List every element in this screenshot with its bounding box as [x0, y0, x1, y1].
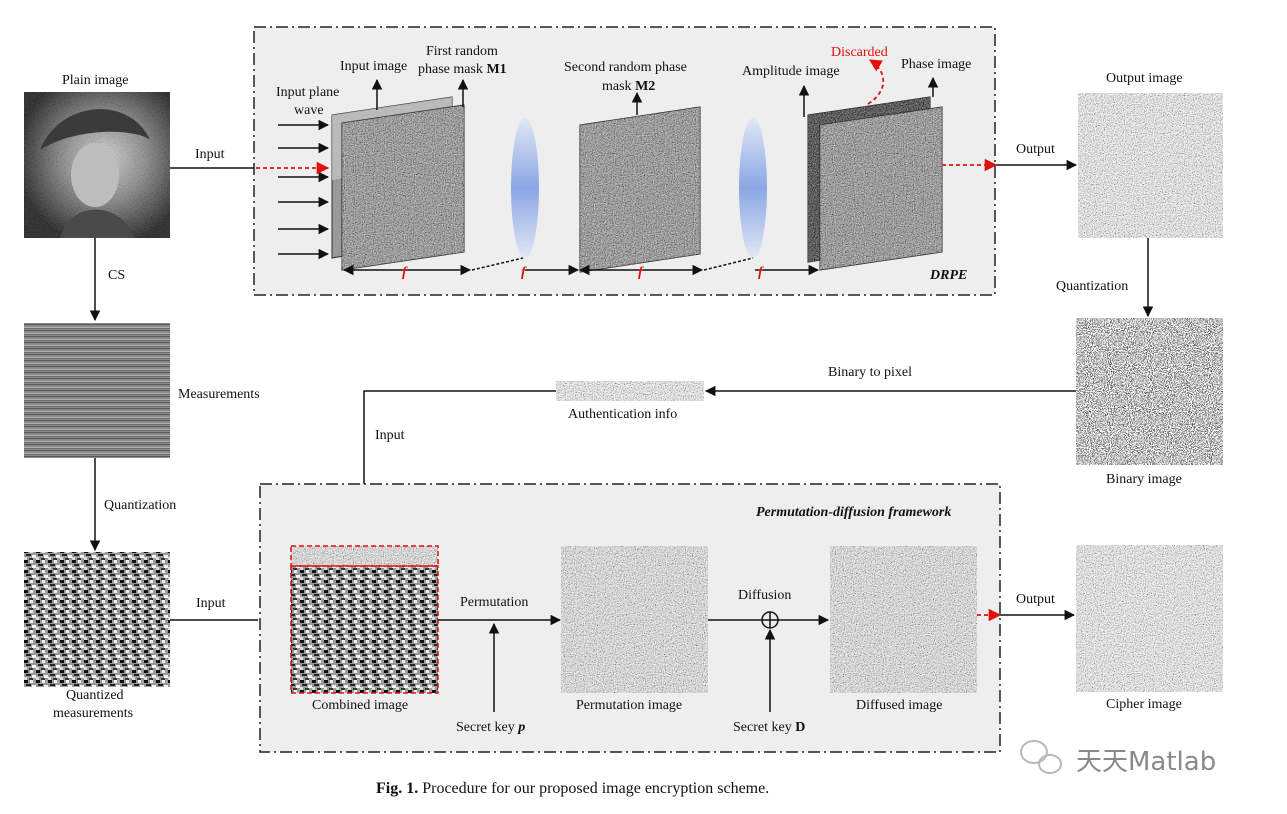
cipher-image	[1076, 545, 1223, 692]
input-image-label: Input image	[340, 59, 407, 74]
measurements-label: Measurements	[178, 387, 260, 402]
cipher-image-label: Cipher image	[1106, 697, 1182, 712]
lens-2	[739, 118, 767, 258]
quantized-measurements-image	[24, 552, 170, 687]
cs-label: CS	[108, 268, 125, 283]
quantization-right-label: Quantization	[1056, 279, 1128, 294]
lens-1	[511, 118, 539, 258]
authentication-info-label: Authentication info	[568, 407, 677, 422]
quantized-measurements-label: Quantized	[66, 688, 124, 703]
input-top-label: Input	[195, 147, 225, 162]
figure-caption: Fig. 1. Procedure for our proposed image…	[376, 780, 769, 797]
output-bottom-label: Output	[1016, 592, 1055, 607]
pd-title: Permutation-diffusion framework	[756, 505, 951, 520]
wechat-icon	[1020, 740, 1062, 774]
output-image	[1078, 93, 1223, 238]
permutation-image-label: Permutation image	[576, 698, 682, 713]
secret-key-d-label: Secret key D	[733, 720, 805, 735]
quantization-left-label: Quantization	[104, 498, 176, 513]
plane-wave-arrows	[278, 119, 330, 260]
input-mid-label: Input	[375, 428, 405, 443]
combined-image-label: Combined image	[312, 698, 408, 713]
input-bottom-label: Input	[196, 596, 226, 611]
input-plane-wave-label: Input plane	[276, 85, 339, 100]
authentication-info-strip	[556, 381, 704, 401]
diffused-image	[830, 546, 977, 693]
focal-f-4: f	[758, 265, 764, 280]
input-plane-wave-label-2: wave	[294, 103, 324, 118]
permutation-label: Permutation	[460, 595, 528, 610]
phase-image-label: Phase image	[901, 57, 971, 72]
diffusion-label: Diffusion	[738, 588, 791, 603]
focal-f-1: f	[402, 265, 408, 280]
output-top-label: Output	[1016, 142, 1055, 157]
diffused-image-label: Diffused image	[856, 698, 942, 713]
drpe-title: DRPE	[929, 268, 967, 283]
first-mask-label-2: phase mask M1	[418, 62, 507, 77]
second-mask-label: Second random phase	[564, 60, 687, 75]
discarded-label: Discarded	[831, 45, 888, 60]
xor-operator	[761, 611, 779, 629]
binary-to-pixel-label: Binary to pixel	[828, 365, 912, 380]
first-mask-label: First random	[426, 44, 498, 59]
plain-image	[24, 92, 170, 238]
plain-image-label: Plain image	[62, 73, 129, 88]
binary-image-label: Binary image	[1106, 472, 1182, 487]
measurements-image	[24, 323, 170, 458]
combined-auth-part	[291, 546, 438, 566]
permutation-image	[561, 546, 708, 693]
focal-f-3: f	[638, 265, 644, 280]
combined-measurements-part	[291, 566, 438, 693]
watermark-text: 天天Matlab	[1076, 747, 1216, 777]
quantized-measurements-label-2: measurements	[53, 706, 133, 721]
discarded-arrow	[867, 59, 885, 105]
combined-measurements-outline	[290, 565, 439, 694]
focal-lengths	[342, 257, 820, 276]
auth-to-pd-arrow	[363, 390, 556, 484]
secret-key-p-label: Secret key p	[456, 720, 525, 735]
second-mask-label-2: mask M2	[602, 79, 655, 94]
binary-image	[1076, 318, 1223, 465]
amplitude-image-label: Amplitude image	[742, 64, 840, 79]
output-image-label: Output image	[1106, 71, 1183, 86]
focal-f-2: f	[521, 265, 527, 280]
